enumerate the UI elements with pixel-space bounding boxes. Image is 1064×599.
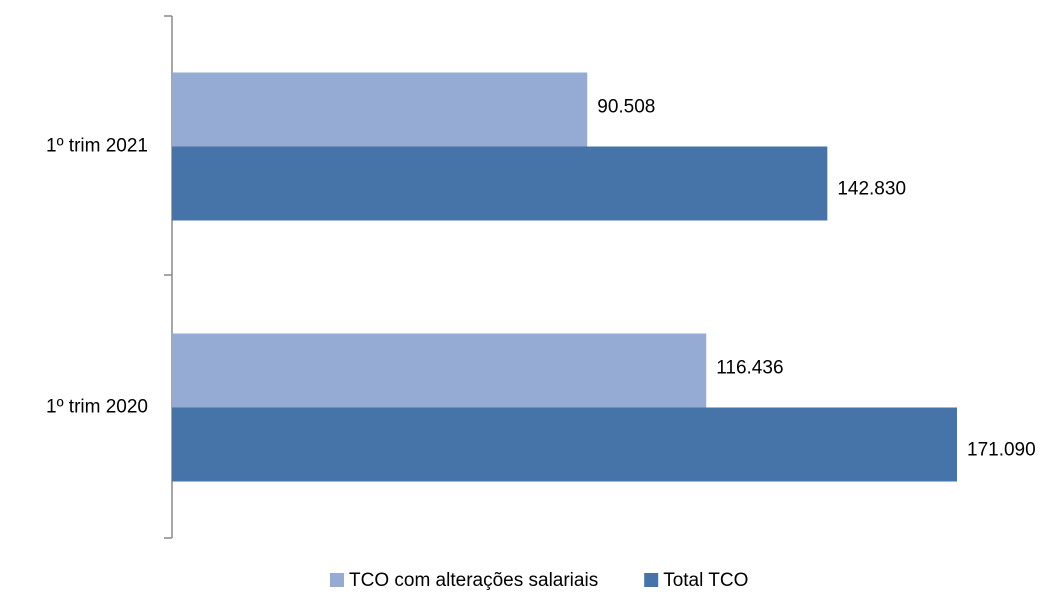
bar	[172, 407, 957, 482]
legend-swatch	[330, 573, 344, 587]
y-tick-label: 1º trim 2020	[46, 397, 148, 418]
y-tick-label: 1º trim 2021	[46, 136, 148, 157]
value-label: 90.508	[597, 97, 655, 118]
legend-label: Total TCO	[663, 570, 748, 591]
value-label: 142.830	[837, 179, 906, 200]
bar	[172, 333, 707, 408]
value-label: 116.436	[716, 358, 783, 379]
legend-label: TCO com alterações salariais	[349, 570, 598, 591]
value-label: 171.090	[967, 440, 1036, 461]
legend-swatch	[644, 573, 659, 587]
bar	[172, 72, 588, 147]
bar	[172, 146, 828, 221]
category-axis	[164, 15, 173, 539]
